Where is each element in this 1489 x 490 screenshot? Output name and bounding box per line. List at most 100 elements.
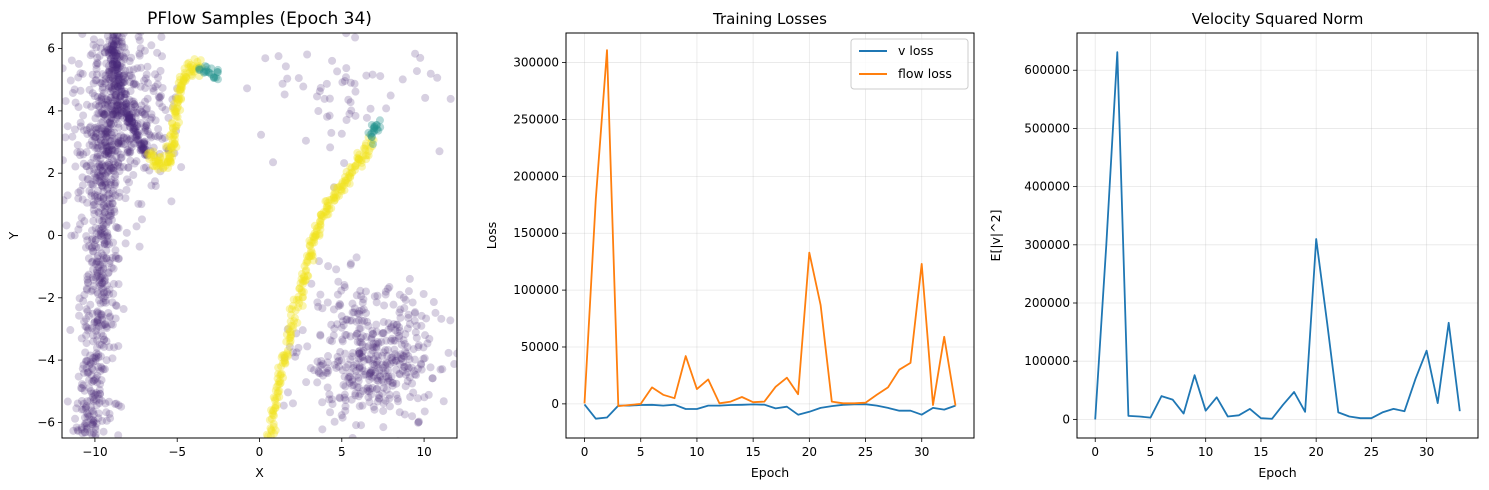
scatter-point <box>110 128 119 137</box>
scatter-point <box>110 181 119 190</box>
scatter-point <box>106 211 115 220</box>
scatter-point <box>86 300 95 309</box>
scatter-point <box>101 399 110 408</box>
series-line-flow-loss <box>583 49 957 408</box>
scatter-point <box>274 387 283 396</box>
scatter-point <box>94 171 103 180</box>
scatter-point <box>180 75 189 84</box>
x-tick-label: 30 <box>1419 445 1434 459</box>
scatter-point <box>410 366 419 375</box>
scatter-point <box>154 124 163 133</box>
scatter-point <box>156 93 165 102</box>
scatter-point <box>88 430 97 438</box>
scatter-point <box>299 287 308 296</box>
scatter-point <box>408 412 417 421</box>
scatter-point <box>437 314 446 323</box>
scatter-point <box>159 164 168 173</box>
scatter-point <box>280 90 289 99</box>
scatter-point <box>326 336 335 345</box>
scatter-point <box>89 407 98 416</box>
scatter-point <box>413 394 422 403</box>
scatter-point <box>129 65 138 74</box>
scatter-point <box>104 124 113 133</box>
scatter-point <box>317 210 326 219</box>
scatter-point <box>164 145 173 154</box>
scatter-point <box>140 76 149 85</box>
scatter-point <box>170 105 179 114</box>
loss-ticks: 0 5 10 15 20 25 300500001000001500002000002500… <box>513 56 929 459</box>
scatter-point <box>414 417 423 426</box>
scatter-point <box>97 178 106 187</box>
scatter-point <box>88 393 97 402</box>
scatter-point <box>123 175 132 184</box>
x-tick-label: 25 <box>1364 445 1379 459</box>
scatter-point <box>135 242 144 251</box>
scatter-point <box>314 368 323 377</box>
scatter-point <box>111 79 120 88</box>
scatter-point <box>382 104 391 113</box>
scatter-point <box>341 330 350 339</box>
scatter-point <box>400 410 409 419</box>
scatter-point <box>292 296 301 305</box>
scatter-point <box>294 295 303 304</box>
scatter-point <box>117 111 126 120</box>
scatter-point <box>80 317 89 326</box>
scatter-point <box>73 399 82 408</box>
scatter-point <box>109 110 118 119</box>
scatter-point <box>143 104 152 113</box>
scatter-point <box>113 69 122 78</box>
scatter-point <box>113 140 122 149</box>
scatter-point <box>102 240 111 249</box>
scatter-point <box>298 326 307 335</box>
scatter-point <box>362 384 371 393</box>
scatter-point <box>377 337 386 346</box>
scatter-point <box>175 86 184 95</box>
scatter-point <box>108 320 117 329</box>
scatter-point <box>335 299 344 308</box>
velocity-axes-frame <box>1076 32 1479 439</box>
scatter-point <box>115 46 124 55</box>
scatter-point <box>87 191 96 200</box>
scatter-point <box>374 339 383 348</box>
scatter-point <box>164 146 173 155</box>
scatter-point <box>345 372 354 381</box>
scatter-point <box>340 173 349 182</box>
velocity-title: Velocity Squared Norm <box>1192 10 1364 28</box>
scatter-point <box>308 248 317 257</box>
legend-label-flow-loss: flow loss <box>898 66 952 81</box>
scatter-point <box>107 110 116 119</box>
scatter-point <box>90 318 99 327</box>
scatter-point <box>114 137 123 146</box>
scatter-point <box>114 82 123 91</box>
scatter-point <box>370 122 379 131</box>
scatter-point <box>394 397 403 406</box>
scatter-point <box>96 299 105 308</box>
scatter-point <box>133 120 142 129</box>
scatter-point <box>140 127 149 136</box>
scatter-point <box>99 427 108 436</box>
scatter-point <box>93 378 102 387</box>
scatter-point <box>99 288 108 297</box>
scatter-point <box>87 130 96 139</box>
scatter-point <box>354 347 363 356</box>
scatter-point <box>324 366 333 375</box>
scatter-point <box>62 156 67 165</box>
scatter-point <box>137 144 146 153</box>
scatter-point <box>130 79 139 88</box>
scatter-point <box>176 81 185 90</box>
scatter-point <box>149 87 158 96</box>
scatter-point <box>141 74 150 83</box>
scatter-point <box>356 324 365 333</box>
scatter-point <box>114 71 123 80</box>
scatter-point <box>115 71 124 80</box>
scatter-point <box>147 151 156 160</box>
scatter-point <box>101 127 110 136</box>
scatter-point <box>125 78 134 87</box>
scatter-point <box>115 78 124 87</box>
scatter-point <box>101 320 110 329</box>
y-tick-label: 100000 <box>1024 354 1070 368</box>
scatter-point <box>102 44 111 53</box>
scatter-point <box>63 122 72 131</box>
scatter-point <box>105 194 114 203</box>
scatter-point <box>112 60 121 69</box>
